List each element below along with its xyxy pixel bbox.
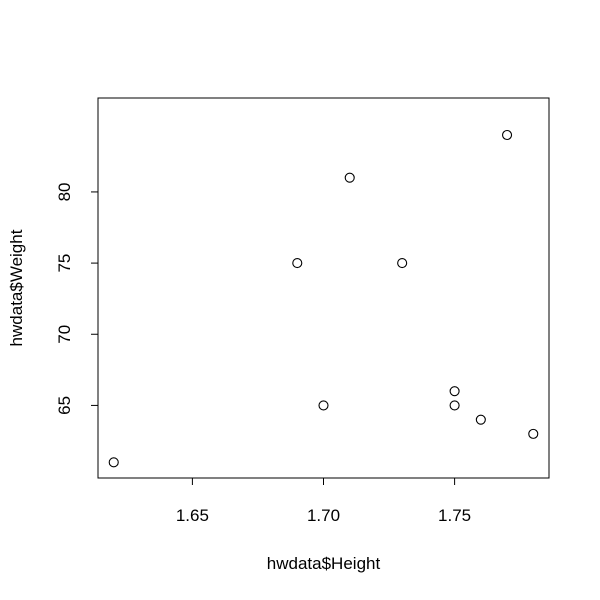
data-point [292,258,303,269]
x-axis-label: hwdata$Height [267,554,381,573]
data-point [397,258,408,269]
data-point [449,386,460,397]
data-point [449,400,460,411]
x-axis: 1.65 1.70 1.75 [176,477,471,525]
y-tick-label: 70 [55,325,74,344]
data-point [318,400,329,411]
data-point [501,129,513,141]
y-axis-label: hwdata$Weight [7,229,26,346]
y-tick-label: 65 [55,396,74,415]
x-tick-label: 1.65 [176,506,209,525]
data-points [108,129,539,468]
data-point [344,172,355,183]
data-point [528,428,539,439]
data-point [475,414,486,425]
x-tick-label: 1.75 [438,506,471,525]
data-point [108,457,119,468]
x-tick-label: 1.70 [307,506,340,525]
y-axis: 65 70 75 80 [55,182,99,415]
plot-frame [97,97,550,479]
y-tick-label: 80 [55,182,74,201]
y-tick-label: 75 [55,254,74,273]
